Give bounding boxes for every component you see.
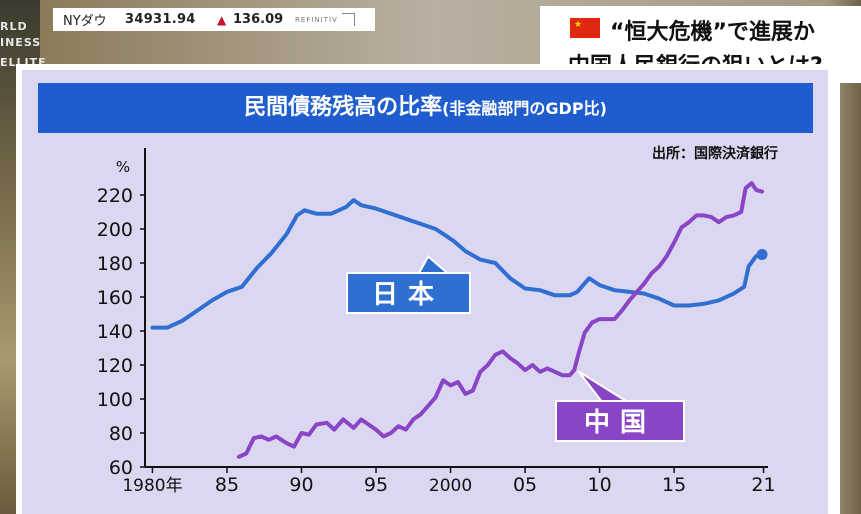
x-tick-label: 90 — [289, 474, 313, 496]
x-tick-label: 95 — [364, 474, 388, 496]
y-unit-label: % — [116, 158, 130, 176]
x-tick-label: 10 — [587, 474, 611, 496]
callout-box-japan — [346, 272, 471, 314]
background-text: RLD — [0, 20, 28, 33]
ticker-change: 136.09 — [233, 12, 284, 27]
y-tick-label: 100 — [97, 389, 133, 411]
y-tick-label: 120 — [97, 355, 133, 377]
y-tick-label: 220 — [97, 185, 133, 207]
china-flag-icon: ★ — [570, 18, 600, 38]
x-tick-label: 1980年 — [122, 476, 182, 496]
refinitiv-logo-icon — [341, 13, 355, 26]
series-end-marker — [756, 249, 768, 260]
background-text: INESS — [0, 36, 42, 49]
source-note: 出所：国際決済銀行 — [652, 145, 778, 162]
stock-ticker: NYダウ 34931.94 ▲ 136.09 REFINITIV — [53, 8, 375, 31]
callout-label-japan: 日本 — [372, 280, 444, 310]
series-line-japan — [150, 198, 764, 330]
y-tick-label: 80 — [109, 423, 133, 445]
ticker-value: 34931.94 — [125, 12, 196, 27]
y-tick-label: 180 — [97, 253, 133, 275]
chart-title-bar — [38, 83, 813, 133]
chart-subtitle: (非金融部門のGDP比) — [442, 99, 607, 118]
series-line-china — [236, 181, 764, 459]
y-tick-label: 200 — [97, 219, 133, 241]
x-tick-label: 15 — [662, 474, 686, 496]
chart-title: 民間債務残高の比率(非金融部門のGDP比) — [38, 83, 813, 133]
callout-box-china — [555, 400, 685, 442]
callout-label-china: 中国 — [584, 408, 656, 438]
y-tick-label: 140 — [97, 321, 133, 343]
up-arrow-icon: ▲ — [217, 12, 227, 27]
y-tick-label: 60 — [109, 457, 133, 479]
x-tick-label: 21 — [751, 474, 775, 496]
x-tick-label: 85 — [215, 474, 239, 496]
chart-title-main: 民間債務残高の比率 — [244, 95, 443, 120]
ticker-source: REFINITIV — [295, 15, 338, 24]
headline-line1: “恒大危機”で進展か — [610, 20, 815, 45]
y-tick-label: 160 — [97, 287, 133, 309]
x-tick-label: 2000 — [429, 476, 472, 496]
ticker-name: NYダウ — [63, 14, 107, 29]
x-tick-label: 05 — [513, 474, 537, 496]
